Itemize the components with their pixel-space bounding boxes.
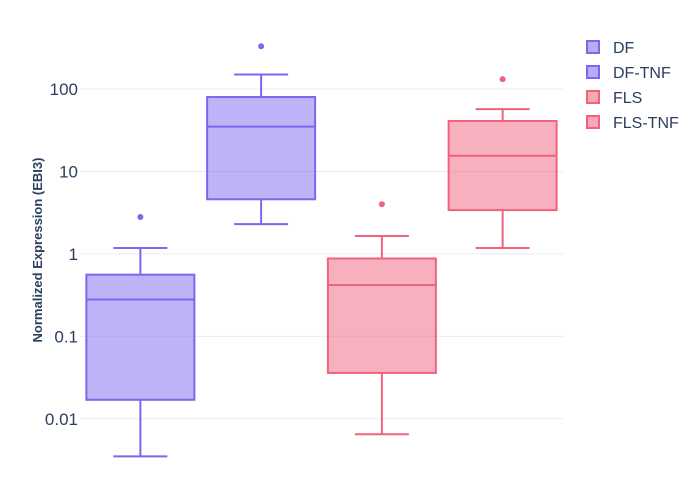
box-iqr bbox=[326, 257, 437, 374]
y-axis-ticks: 0.01 0.1 1 10 100 bbox=[45, 80, 78, 429]
y-tick-label: 100 bbox=[50, 80, 78, 99]
legend-item-df-tnf[interactable]: DF-TNF bbox=[586, 65, 671, 82]
legend-item-fls-tnf[interactable]: FLS-TNF bbox=[586, 115, 679, 132]
legend-item-df[interactable]: DF bbox=[586, 40, 635, 57]
box-iqr bbox=[85, 273, 196, 401]
legend-swatch bbox=[586, 115, 600, 129]
legend-swatch bbox=[586, 40, 600, 54]
outlier-point bbox=[378, 201, 385, 208]
box-series bbox=[85, 43, 558, 458]
box-df-tnf bbox=[206, 43, 317, 226]
box-iqr bbox=[206, 96, 317, 201]
outlier-point bbox=[137, 214, 144, 221]
legend-label: FLS-TNF bbox=[613, 115, 679, 132]
box-fls-tnf bbox=[447, 76, 558, 249]
legend-label: DF-TNF bbox=[613, 65, 671, 82]
y-tick-label: 0.1 bbox=[54, 327, 78, 346]
legend: DF DF-TNF FLS FLS-TNF bbox=[586, 40, 679, 132]
box-iqr bbox=[447, 119, 558, 212]
legend-swatch bbox=[586, 65, 600, 79]
box-fls bbox=[326, 201, 437, 436]
y-tick-label: 0.01 bbox=[45, 410, 78, 429]
legend-label: DF bbox=[613, 40, 635, 57]
outlier-point bbox=[499, 76, 506, 83]
legend-label: FLS bbox=[613, 90, 642, 107]
y-tick-label: 10 bbox=[59, 162, 78, 181]
y-tick-label: 1 bbox=[69, 245, 78, 264]
legend-swatch bbox=[586, 90, 600, 104]
outlier-point bbox=[258, 43, 265, 50]
y-axis-label: Normalized Expression (EBI3) bbox=[30, 158, 45, 343]
legend-item-fls[interactable]: FLS bbox=[586, 90, 642, 107]
box-df bbox=[85, 214, 196, 458]
